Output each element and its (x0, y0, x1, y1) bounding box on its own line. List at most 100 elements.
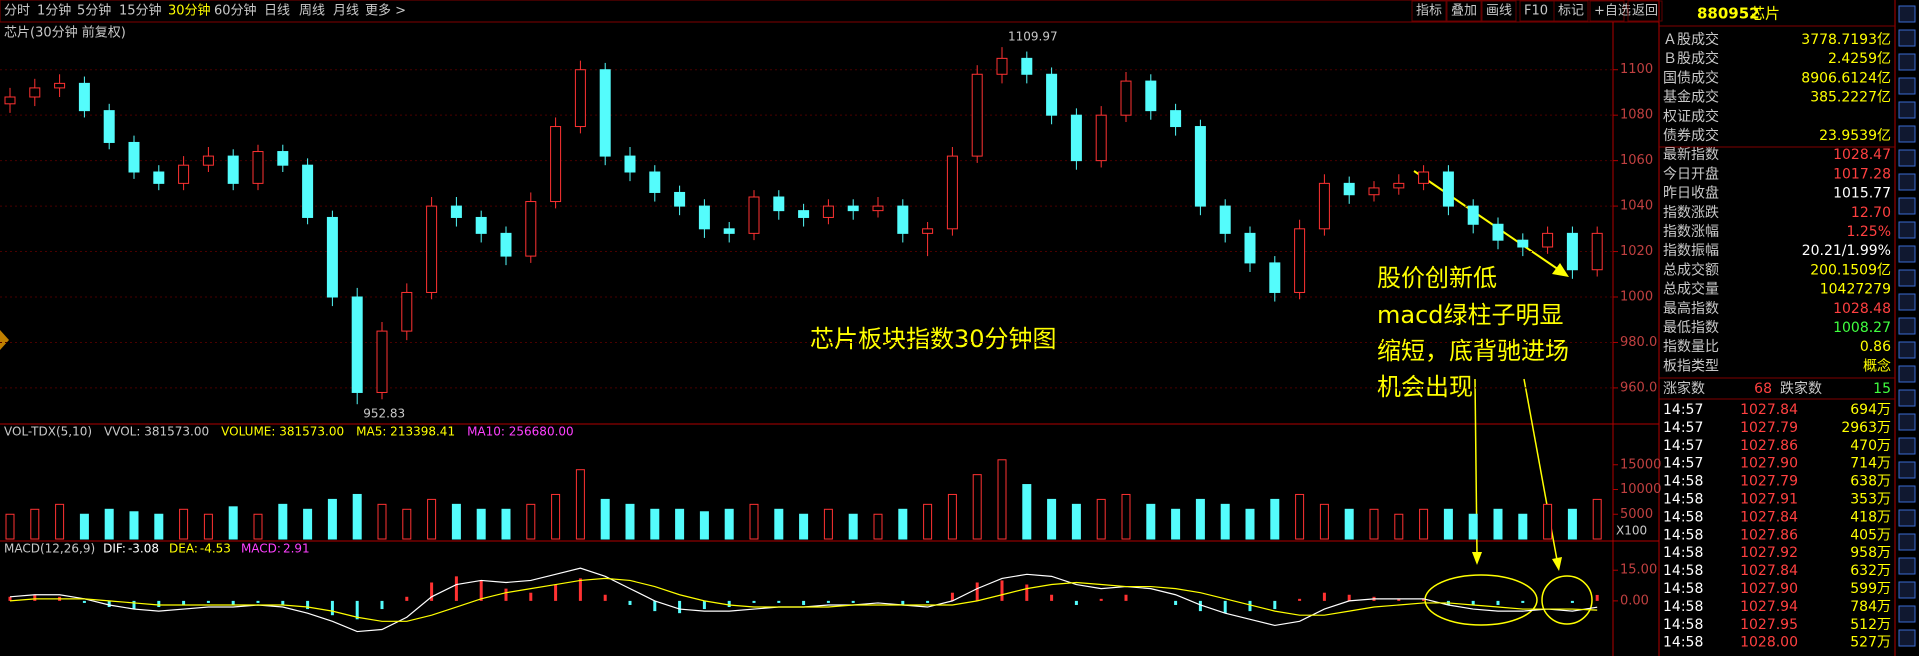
volume-bar (1319, 503, 1329, 540)
volume-bar (402, 508, 412, 540)
side-icon[interactable] (1898, 269, 1916, 287)
volume-bar (526, 503, 536, 540)
side-icon[interactable] (1898, 125, 1916, 143)
candle-body (1418, 171, 1430, 184)
tick-price: 1027.94 (1740, 599, 1798, 615)
stat-value: 23.9539亿 (1819, 128, 1891, 144)
toolbar-button-label[interactable]: 返回 (1632, 4, 1658, 19)
candle-body (1244, 232, 1256, 264)
candle-body (29, 87, 41, 98)
side-icon[interactable] (1898, 197, 1916, 215)
arrow-head (1472, 552, 1482, 565)
side-icon[interactable] (1898, 5, 1916, 23)
side-icon[interactable] (1898, 605, 1916, 623)
side-icon[interactable] (1898, 245, 1916, 263)
side-icon[interactable] (1898, 413, 1916, 431)
side-icon[interactable] (1898, 437, 1916, 455)
candle-body (1542, 232, 1554, 248)
toolbar-button-label[interactable]: 标记 (1558, 4, 1584, 19)
period-tab[interactable]: 月线 (333, 4, 359, 19)
side-icon[interactable] (1898, 557, 1916, 575)
macd-legend-value: -3.08 (128, 542, 159, 556)
toolbar-button[interactable] (1627, 0, 1663, 22)
tick-volume: 418万 (1850, 509, 1891, 525)
volume-bar (154, 513, 164, 540)
side-icon[interactable] (1898, 317, 1916, 335)
side-icon[interactable] (1898, 293, 1916, 311)
stat-value: 12.70 (1851, 205, 1891, 221)
y-tick-label: 1000 (1620, 290, 1653, 305)
toolbar-button[interactable] (1446, 0, 1482, 22)
side-icon[interactable] (1898, 221, 1916, 239)
side-icon[interactable] (1898, 29, 1916, 47)
side-icon[interactable] (1898, 461, 1916, 479)
volume-header: VOL-TDX(5,10) (4, 425, 92, 439)
period-tab[interactable]: 1分钟 (37, 3, 71, 19)
candle-body (1095, 114, 1107, 162)
candle-body (624, 155, 636, 173)
toolbar-button-label[interactable]: +自选 (1594, 4, 1631, 19)
side-icon[interactable] (1898, 581, 1916, 599)
period-tab[interactable]: 分时 (4, 4, 30, 19)
period-tab[interactable]: 日线 (264, 4, 290, 19)
candle-body (178, 164, 190, 184)
candle-body (401, 291, 413, 332)
candle-body (1492, 223, 1504, 241)
side-icon[interactable] (1898, 533, 1916, 551)
side-icon[interactable] (1898, 341, 1916, 359)
side-icon[interactable] (1898, 149, 1916, 167)
period-tab[interactable]: 60分钟 (214, 3, 257, 19)
tick-time: 14:58 (1663, 527, 1703, 543)
macd-legend: MACD: (241, 542, 281, 556)
candle-body (574, 69, 586, 128)
candle-body (103, 110, 115, 143)
y-tick-label: 1020 (1620, 244, 1653, 259)
side-icon[interactable] (1898, 101, 1916, 119)
toolbar-button-label[interactable]: F10 (1524, 4, 1548, 19)
tick-volume: 958万 (1850, 545, 1891, 561)
macd-legend: DIF: (103, 542, 126, 556)
tick-price: 1027.95 (1740, 617, 1798, 633)
period-tab[interactable]: 5分钟 (77, 3, 111, 19)
toolbar-button[interactable] (1589, 0, 1625, 22)
toolbar-button[interactable] (1553, 0, 1589, 22)
volume-bar (650, 508, 660, 540)
candle-body (550, 126, 562, 203)
side-icon[interactable] (1898, 629, 1916, 647)
volume-bar (749, 503, 759, 540)
side-handle[interactable] (0, 330, 9, 350)
toolbar-button[interactable] (1411, 0, 1447, 22)
toolbar-button[interactable] (1481, 0, 1517, 22)
stat-label: 最低指数 (1663, 320, 1719, 336)
side-icon[interactable] (1898, 365, 1916, 383)
volume-bar (30, 508, 40, 540)
side-icon[interactable] (1898, 53, 1916, 71)
side-icon[interactable] (1898, 173, 1916, 191)
tick-price: 1027.90 (1740, 456, 1798, 472)
y-tick-label: 10000 (1620, 482, 1661, 497)
stat-label: 最新指数 (1663, 147, 1719, 163)
volume-bar (1195, 498, 1205, 540)
candle-body (475, 216, 487, 234)
period-tab[interactable]: 15分钟 (119, 3, 162, 19)
period-tab[interactable]: 30分钟 (168, 3, 211, 19)
candle-body (277, 151, 289, 166)
side-icon[interactable] (1898, 509, 1916, 527)
stat-label: 指数涨跌 (1663, 205, 1719, 221)
volume-bar (1443, 508, 1453, 540)
period-tab[interactable]: 周线 (299, 4, 325, 19)
toolbar-button-label[interactable]: 叠加 (1451, 4, 1477, 19)
toolbar-button-label[interactable]: 指标 (1416, 4, 1442, 19)
period-tab[interactable]: 更多 > (365, 3, 406, 19)
side-icon[interactable] (1898, 485, 1916, 503)
side-icon[interactable] (1898, 389, 1916, 407)
toolbar-button-label[interactable]: 画线 (1486, 4, 1512, 19)
side-icon[interactable] (1898, 77, 1916, 95)
volume-bar (1220, 503, 1230, 540)
y-tick-label: 1080 (1620, 108, 1653, 123)
stat-value: 概念 (1863, 357, 1891, 374)
stat-value: 1.25% (1847, 224, 1891, 240)
tick-time: 14:58 (1663, 563, 1703, 579)
stat-label: 债券成交 (1663, 127, 1719, 144)
tick-price: 1027.92 (1740, 545, 1798, 561)
